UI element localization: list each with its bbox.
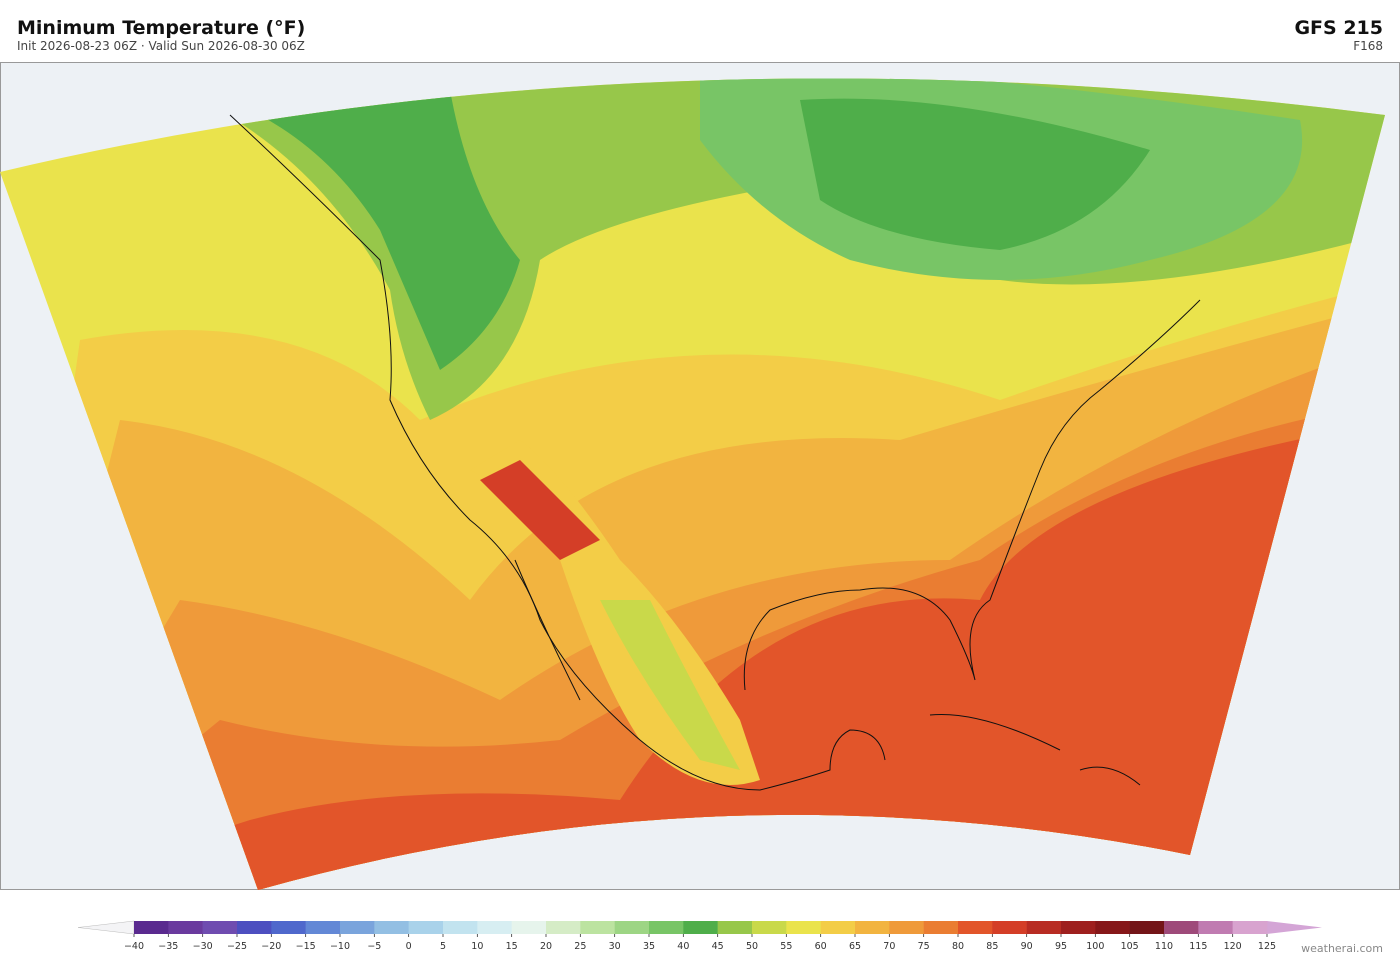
colorbar-tick-label: −20 (261, 941, 281, 952)
colorbar-tick-label: 0 (406, 941, 412, 952)
colorbar-tick-label: 120 (1224, 941, 1242, 952)
colorbar-bin (992, 921, 1027, 934)
subtitle: Init 2026-08-23 06Z · Valid Sun 2026-08-… (17, 39, 305, 53)
model: GFS 215 (1294, 17, 1383, 39)
colorbar-bin (717, 921, 753, 934)
colorbar-bin (305, 921, 341, 934)
title: Minimum Temperature (°F) (17, 17, 305, 39)
colorbar-bin (1232, 921, 1268, 934)
colorbar-bin (374, 921, 409, 934)
colorbar-tick-label: 35 (643, 941, 655, 952)
colorbar-bin (614, 921, 650, 934)
colorbar: −40 −35 −30 −25 −20 −15 −10 −5 0 5 10 15 20 25 30 35 40 4… (77, 920, 1322, 952)
colorbar-tick-label: 110 (1155, 941, 1173, 952)
colorbar-bin (1164, 921, 1199, 934)
colorbar-tick-label: 105 (1121, 941, 1139, 952)
header: Minimum Temperature (°F) Init 2026-08-23… (17, 17, 1383, 53)
forecast-hour: F168 (1353, 39, 1383, 53)
colorbar-bin (237, 921, 272, 934)
colorbar-tick-label: −5 (367, 941, 381, 952)
colorbar-bin (134, 921, 169, 934)
colorbar-tick-label: −25 (227, 941, 247, 952)
colorbar-tick-label: −30 (193, 941, 213, 952)
colorbar-over (1267, 921, 1322, 934)
colorbar-bin (202, 921, 238, 934)
colorbar-tick-label: 55 (780, 941, 792, 952)
colorbar-tick-label: −15 (296, 941, 316, 952)
colorbar-tick-label: 95 (1055, 941, 1067, 952)
colorbar-tick-label: 5 (440, 941, 446, 952)
colorbar-tick-label: 40 (677, 941, 689, 952)
colorbar-bin (443, 921, 478, 934)
colorbar-tick-label: −35 (158, 941, 178, 952)
colorbar-tick-label: 90 (1021, 941, 1033, 952)
colorbar-bin (477, 921, 512, 934)
watermark: weatherai.com (1301, 942, 1383, 955)
colorbar-bin (1198, 921, 1233, 934)
colorbar-bin (1095, 921, 1130, 934)
colorbar-tick-label: 30 (609, 941, 621, 952)
colorbar-tick-label: 10 (471, 941, 483, 952)
colorbar-tick-label: −40 (124, 941, 144, 952)
colorbar-bin (1129, 921, 1165, 934)
colorbar-bin (408, 921, 444, 934)
colorbar-bin (271, 921, 306, 934)
colorbar-bin (683, 921, 718, 934)
colorbar-tick-label: 25 (574, 941, 586, 952)
colorbar-bin (786, 921, 821, 934)
colorbar-tick-label: 70 (883, 941, 895, 952)
colorbar-tick-label: 85 (986, 941, 998, 952)
colorbar-bin (752, 921, 787, 934)
colorbar-tick-label: 45 (712, 941, 724, 952)
colorbar-bin (168, 921, 203, 934)
coastlines (229, 114, 1201, 791)
colorbar-tick-label: 75 (918, 941, 930, 952)
colorbar-tick-label: 65 (849, 941, 861, 952)
colorbar-bin (340, 921, 375, 934)
colorbar-under (77, 920, 135, 935)
colorbar-bin (1026, 921, 1062, 934)
colorbar-bin (546, 921, 581, 934)
colorbar-bin (923, 921, 959, 934)
colorbar-bin (958, 921, 993, 934)
colorbar-tick-label: 60 (815, 941, 827, 952)
colorbar-bin (1061, 921, 1096, 934)
colorbar-tick-label: 100 (1086, 941, 1104, 952)
colorbar-tick-label: 20 (540, 941, 552, 952)
colorbar-tick-label: 80 (952, 941, 964, 952)
colorbar-bin (855, 921, 890, 934)
colorbar-tick-label: 50 (746, 941, 758, 952)
colorbar-bin (580, 921, 615, 934)
map (0, 62, 1400, 890)
colorbar-tick-label: 15 (506, 941, 518, 952)
temperature-field (0, 78, 1385, 890)
colorbar-tick-label: 115 (1189, 941, 1207, 952)
colorbar-bin (889, 921, 924, 934)
colorbar-tick-label: −10 (330, 941, 350, 952)
colorbar-bin (820, 921, 856, 934)
colorbar-bin (649, 921, 684, 934)
colorbar-tick-label: 125 (1258, 941, 1276, 952)
colorbar-bin (511, 921, 547, 934)
